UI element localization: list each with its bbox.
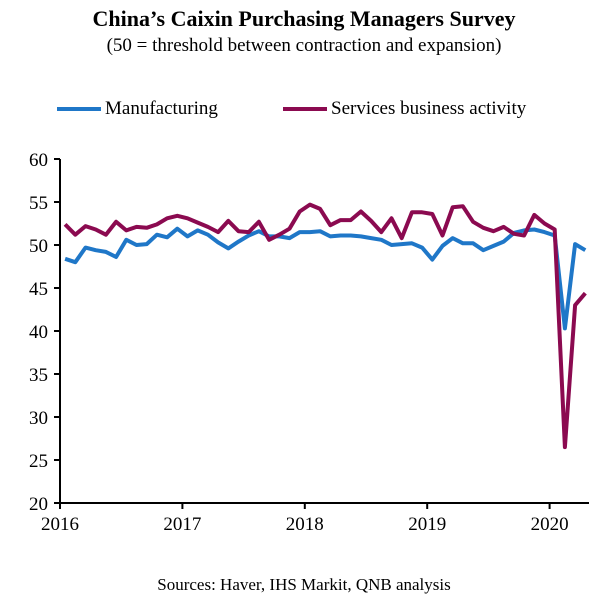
series-lines (63, 202, 587, 450)
y-tick-label: 20 (29, 494, 48, 515)
y-tick-label: 60 (29, 150, 48, 171)
x-tick-label: 2020 (531, 514, 569, 535)
legend-item-services: Services business activity (283, 98, 526, 120)
y-tick-label: 30 (29, 408, 48, 429)
chart-subtitle: (50 = threshold between contraction and … (106, 35, 502, 56)
y-tick-label: 50 (29, 236, 48, 257)
x-tick-label: 2019 (408, 514, 446, 535)
legend-swatch-services (283, 107, 327, 111)
legend-item-manufacturing: Manufacturing (57, 98, 218, 120)
series-line-services (63, 202, 587, 450)
x-tick-label: 2018 (286, 514, 324, 535)
chart-title: China’s Caixin Purchasing Managers Surve… (92, 6, 516, 31)
y-tick-label: 45 (29, 279, 48, 300)
y-tick-label: 25 (29, 451, 48, 472)
y-tick-label: 40 (29, 322, 48, 343)
legend-label-manufacturing: Manufacturing (105, 98, 218, 119)
series-line-manufacturing (64, 226, 587, 331)
x-tick-label: 2016 (41, 514, 79, 535)
y-tick-label: 55 (29, 193, 48, 214)
x-tick-label: 2017 (163, 514, 201, 535)
source-note: Sources: Haver, IHS Markit, QNB analysis (157, 575, 451, 594)
legend-label-services: Services business activity (331, 98, 527, 119)
legend: Manufacturing Services business activity (0, 98, 608, 124)
legend-swatch-manufacturing (57, 107, 101, 111)
y-tick-label: 35 (29, 365, 48, 386)
